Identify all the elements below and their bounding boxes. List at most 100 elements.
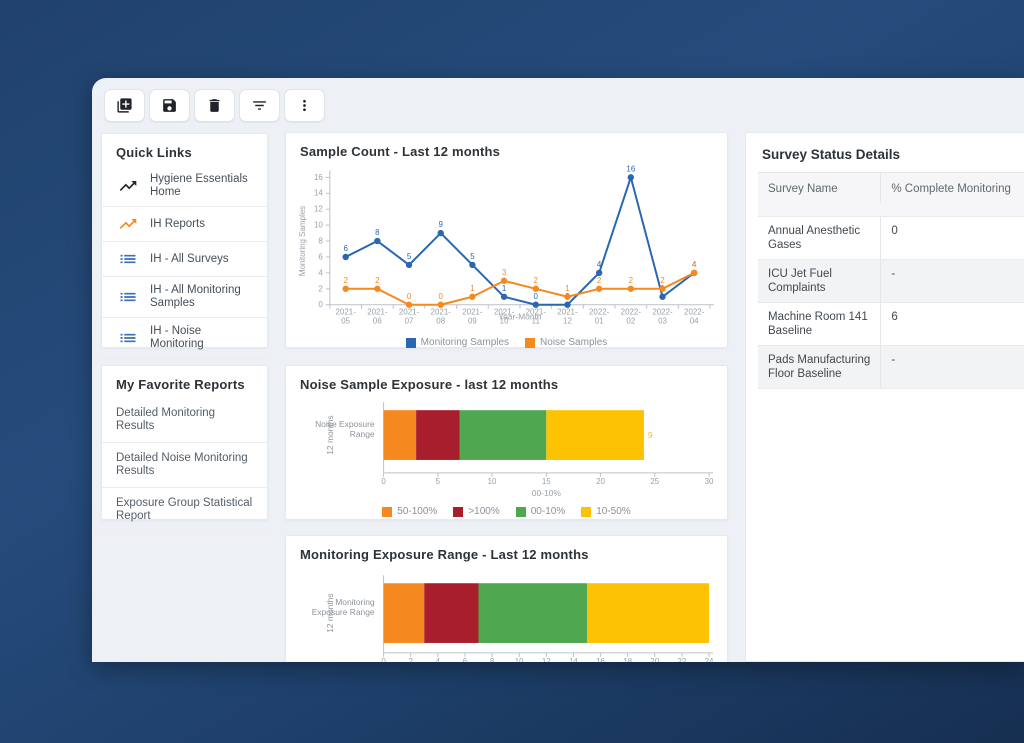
- svg-text:10: 10: [515, 657, 524, 662]
- svg-text:2021-: 2021-: [526, 308, 547, 317]
- percent-complete-cell: 6: [880, 303, 1024, 345]
- svg-text:15: 15: [542, 477, 551, 486]
- chart-title: Monitoring Exposure Range - Last 12 mont…: [300, 547, 589, 562]
- sample-count-chart-card: Sample Count - Last 12 months 0 2 4 6 8 10 12 1…: [285, 132, 728, 348]
- quick-link-label: Hygiene Essentials Home: [150, 173, 248, 198]
- svg-text:12 months: 12 months: [325, 593, 335, 632]
- favorite-report-item[interactable]: Detailed Monitoring Results: [102, 398, 267, 443]
- svg-text:2: 2: [534, 276, 539, 285]
- svg-text:4: 4: [692, 260, 697, 269]
- quick-link-item[interactable]: IH - All Surveys: [102, 242, 267, 277]
- svg-text:2021-: 2021-: [431, 308, 452, 317]
- quick-link-label: IH - Noise Monitoring: [150, 325, 204, 350]
- survey-table-row[interactable]: Annual Anesthetic Gases 0: [758, 217, 1024, 260]
- legend-label: 50-100%: [397, 506, 438, 517]
- legend-label: Monitoring Samples: [420, 337, 510, 348]
- svg-text:2021-: 2021-: [557, 308, 578, 317]
- favorite-report-item[interactable]: Exposure Group Statistical Report: [102, 488, 267, 533]
- svg-text:18: 18: [623, 657, 632, 662]
- svg-text:2021-: 2021-: [336, 308, 357, 317]
- legend-swatch: [515, 506, 526, 517]
- quick-link-item[interactable]: Hygiene Essentials Home: [102, 166, 267, 207]
- svg-text:4: 4: [597, 260, 602, 269]
- quick-links-list: Hygiene Essentials Home IH Reports IH - …: [102, 166, 267, 359]
- svg-text:1: 1: [502, 284, 507, 293]
- percent-complete-cell: -: [880, 346, 1024, 388]
- svg-text:10: 10: [488, 477, 497, 486]
- svg-text:10: 10: [500, 317, 509, 326]
- monitoring-exposure-chart-card: Monitoring Exposure Range - Last 12 mont…: [285, 535, 728, 662]
- svg-text:08: 08: [436, 317, 445, 326]
- svg-text:6: 6: [318, 252, 323, 261]
- survey-table-row[interactable]: Machine Room 141 Baseline 6: [758, 303, 1024, 346]
- svg-text:5: 5: [436, 477, 441, 486]
- quick-links-panel: Quick Links Hygiene Essentials Home IH R…: [101, 133, 268, 359]
- favorite-report-item[interactable]: Detailed Noise Monitoring Results: [102, 443, 267, 488]
- svg-text:30: 30: [705, 477, 714, 486]
- legend-entry: Noise Samples: [525, 337, 607, 348]
- svg-text:4: 4: [692, 260, 697, 269]
- svg-text:Range: Range: [350, 429, 375, 439]
- svg-text:01: 01: [595, 317, 604, 326]
- legend-swatch: [581, 506, 592, 517]
- quick-links-title: Quick Links: [116, 145, 192, 160]
- svg-text:8: 8: [490, 657, 495, 662]
- favorite-reports-title: My Favorite Reports: [116, 377, 245, 392]
- svg-text:25: 25: [650, 477, 659, 486]
- svg-text:2022-: 2022-: [684, 308, 705, 317]
- save-button[interactable]: [149, 89, 190, 122]
- toolbar: [104, 89, 325, 122]
- column-header: % Complete Monitoring: [880, 173, 1024, 203]
- svg-text:07: 07: [405, 317, 414, 326]
- svg-text:1: 1: [565, 284, 570, 293]
- svg-text:14: 14: [314, 189, 323, 198]
- noise-exposure-chart-card: Noise Sample Exposure - last 12 months N…: [285, 365, 728, 520]
- svg-text:2: 2: [597, 276, 602, 285]
- column-header: Survey Name: [768, 183, 838, 195]
- survey-name-cell: Annual Anesthetic Gases: [768, 225, 861, 251]
- svg-text:Exposure Range: Exposure Range: [312, 607, 375, 617]
- svg-text:6: 6: [463, 657, 468, 662]
- svg-text:5: 5: [407, 252, 412, 261]
- quick-link-item[interactable]: IH - All Monitoring Samples: [102, 277, 267, 318]
- svg-text:5: 5: [470, 252, 475, 261]
- svg-text:9: 9: [648, 430, 653, 440]
- sample-count-chart: 0 2 4 6 8 10 12 14 16 Year-Month 2021- 05 2021- 06 202…: [286, 164, 727, 336]
- filter-icon: [251, 97, 268, 114]
- legend-label: >100%: [468, 506, 500, 517]
- svg-text:9: 9: [439, 220, 444, 229]
- more-vertical-icon: [296, 97, 313, 114]
- svg-text:4: 4: [436, 657, 441, 662]
- list-icon: [118, 287, 138, 307]
- svg-text:16: 16: [626, 165, 635, 173]
- svg-text:0: 0: [439, 292, 444, 301]
- svg-text:Noise Exposure: Noise Exposure: [315, 419, 375, 429]
- chart-legend: Monitoring Samples Noise Samples: [286, 337, 727, 348]
- survey-table-row[interactable]: ICU Jet Fuel Complaints -: [758, 260, 1024, 303]
- survey-table-row[interactable]: Pads Manufacturing Floor Baseline -: [758, 346, 1024, 389]
- svg-text:09: 09: [468, 317, 477, 326]
- svg-text:2021-: 2021-: [399, 308, 420, 317]
- svg-text:2: 2: [318, 284, 323, 293]
- svg-text:0: 0: [534, 292, 539, 301]
- filter-button[interactable]: [239, 89, 280, 122]
- quick-link-label: IH - All Surveys: [150, 252, 229, 265]
- add-copy-button[interactable]: [104, 89, 145, 122]
- survey-table-header: Survey Name % Complete Monitoring: [758, 173, 1024, 217]
- svg-text:04: 04: [690, 317, 699, 326]
- quick-link-item[interactable]: IH - Noise Monitoring: [102, 318, 267, 359]
- survey-name-cell: Machine Room 141 Baseline: [768, 311, 868, 337]
- survey-name-cell: ICU Jet Fuel Complaints: [768, 268, 832, 294]
- svg-text:8: 8: [375, 228, 380, 237]
- save-icon: [161, 97, 178, 114]
- svg-text:24: 24: [705, 657, 714, 662]
- trending-up-icon: [118, 176, 138, 196]
- delete-button[interactable]: [194, 89, 235, 122]
- quick-link-label: IH - All Monitoring Samples: [150, 284, 241, 309]
- quick-link-item[interactable]: IH Reports: [102, 207, 267, 242]
- svg-text:0: 0: [318, 300, 323, 309]
- more-options-button[interactable]: [284, 89, 325, 122]
- svg-text:2: 2: [629, 276, 634, 285]
- svg-text:2022-: 2022-: [621, 308, 642, 317]
- library-add-icon: [116, 97, 133, 114]
